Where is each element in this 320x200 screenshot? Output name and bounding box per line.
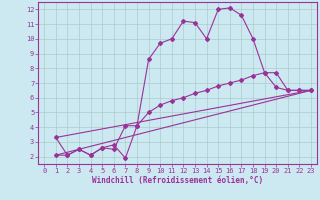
X-axis label: Windchill (Refroidissement éolien,°C): Windchill (Refroidissement éolien,°C) xyxy=(92,176,263,185)
